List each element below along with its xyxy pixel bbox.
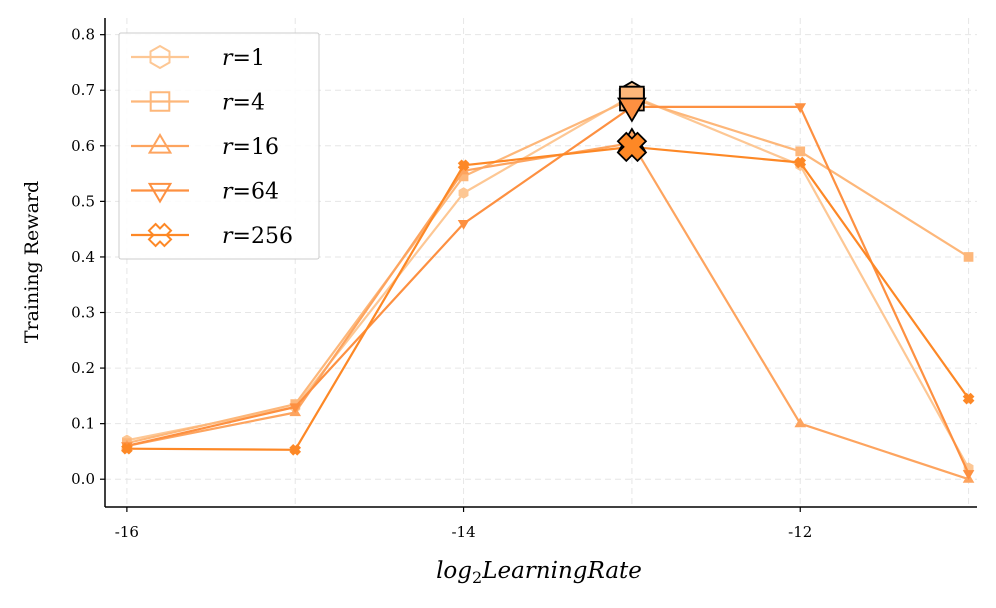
series-line — [126, 105, 970, 475]
data-point — [794, 103, 807, 114]
data-point — [962, 470, 975, 480]
best-point — [616, 131, 648, 163]
x-axis-label: log2LearningRate — [436, 558, 642, 587]
legend-item: r=16 — [131, 133, 279, 160]
legend-item: r=64 — [131, 180, 279, 205]
legend-label-eq: = — [233, 91, 251, 116]
legend-label-eq: = — [233, 180, 251, 205]
legend-frame — [118, 32, 320, 260]
legend-label-eq: = — [233, 135, 251, 160]
legend-marker — [147, 222, 173, 248]
legend-label-var: r — [222, 135, 234, 160]
data-point — [457, 220, 470, 230]
y-tick-label: 0.3 — [71, 304, 95, 322]
legend-label: r=16 — [222, 135, 279, 160]
x-tick-label: -14 — [451, 523, 475, 541]
x-ticks: -16 -14 -12 — [115, 507, 812, 541]
series-layer — [121, 94, 975, 483]
legend-label-val: 16 — [251, 135, 279, 160]
data-point — [794, 156, 807, 169]
y-axis-label: Training Reward — [21, 181, 43, 343]
best-point — [617, 97, 647, 123]
y-ticks: 0.0 0.1 0.2 0.3 0.4 0.5 0.6 0.7 0.8 — [71, 26, 105, 488]
y-tick-label: 0.0 — [71, 470, 95, 488]
legend-label-var: r — [222, 180, 234, 205]
legend-label-val: 256 — [251, 224, 293, 249]
data-point — [795, 146, 806, 157]
series-line — [126, 145, 970, 451]
legend-label-var: r — [222, 224, 234, 249]
data-point — [457, 159, 470, 172]
legend: r=1r=4r=16r=64r=256 — [118, 32, 320, 260]
x-axis-label-base: log — [436, 558, 472, 584]
y-tick-label: 0.1 — [71, 415, 95, 433]
legend-label-eq: = — [233, 224, 251, 249]
legend-label: r=1 — [222, 46, 265, 71]
data-point — [963, 252, 974, 262]
series-r=256 — [121, 145, 975, 456]
data-point — [289, 403, 302, 414]
legend-marker — [147, 182, 173, 204]
series-r=64 — [121, 103, 975, 480]
legend-label: r=4 — [222, 91, 265, 116]
y-tick-label: 0.6 — [71, 137, 95, 155]
legend-item: r=1 — [131, 44, 265, 71]
legend-label-val: 4 — [251, 91, 265, 116]
y-tick-label: 0.2 — [71, 359, 95, 377]
legend-marker — [147, 133, 173, 154]
x-axis-label-subscript: 2 — [472, 568, 482, 587]
legend-marker — [149, 91, 171, 112]
legend-label: r=256 — [222, 224, 293, 249]
x-tick-label: -12 — [788, 523, 812, 541]
legend-label-var: r — [222, 91, 234, 116]
data-point — [458, 187, 469, 199]
legend-label-val: 1 — [251, 46, 265, 71]
x-axis-label-rest: LearningRate — [481, 558, 642, 584]
data-point — [121, 442, 133, 455]
legend-item: r=256 — [131, 222, 293, 249]
legend-marker — [149, 44, 171, 70]
data-point — [289, 443, 302, 456]
data-point — [794, 417, 807, 428]
legend-label-val: 64 — [251, 180, 279, 205]
best-point-layer — [616, 80, 648, 163]
legend-item: r=4 — [131, 91, 265, 116]
y-tick-label: 0.5 — [71, 192, 95, 210]
legend-label: r=64 — [222, 180, 279, 205]
y-tick-label: 0.8 — [71, 26, 95, 44]
y-tick-label: 0.7 — [71, 81, 95, 99]
data-point — [962, 392, 975, 405]
legend-label-eq: = — [233, 46, 251, 71]
axes — [104, 18, 977, 508]
legend-label-var: r — [222, 46, 234, 71]
x-tick-label: -16 — [115, 523, 139, 541]
y-tick-label: 0.4 — [71, 248, 95, 266]
